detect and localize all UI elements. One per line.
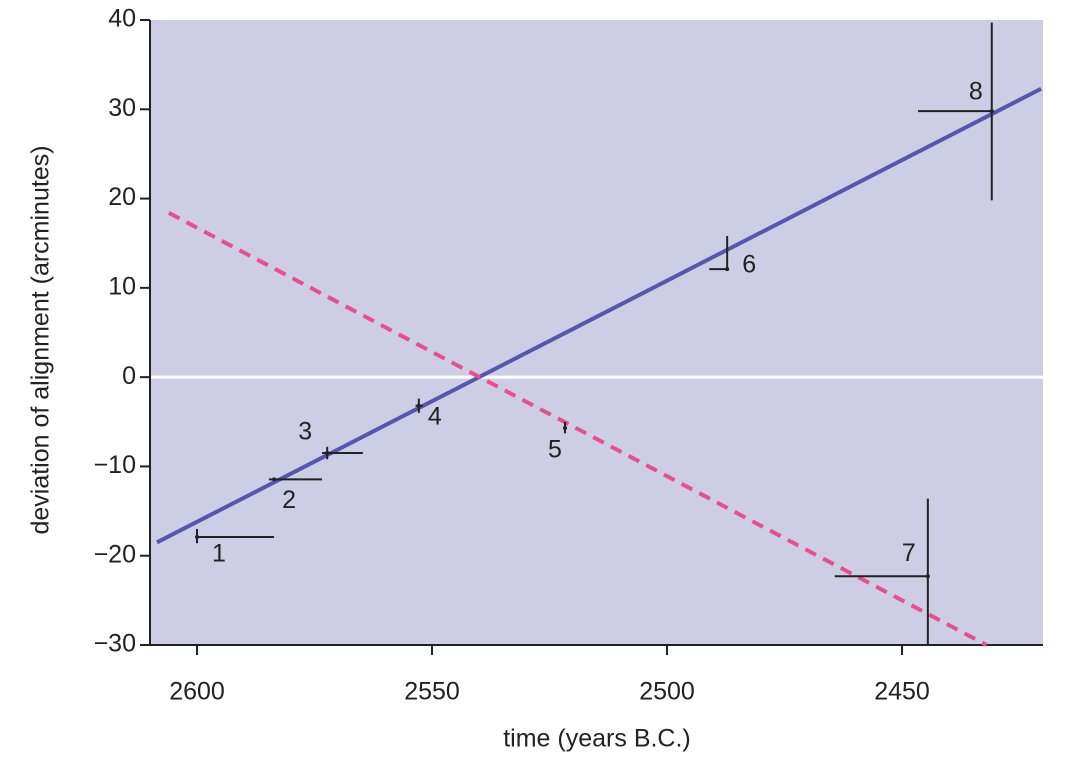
point-label: 4 bbox=[428, 402, 442, 430]
data-point bbox=[195, 534, 199, 539]
y-tick-label: 20 bbox=[108, 183, 136, 211]
x-axis-label: time (years B.C.) bbox=[503, 725, 691, 753]
data-point bbox=[725, 267, 730, 272]
x-tick-label: 2600 bbox=[169, 678, 225, 706]
point-label: 7 bbox=[902, 539, 916, 567]
data-point bbox=[925, 574, 930, 579]
data-point bbox=[416, 403, 421, 408]
data-point bbox=[272, 477, 277, 482]
point-label: 8 bbox=[969, 78, 983, 106]
dashed-line bbox=[167, 211, 988, 647]
data-point bbox=[989, 109, 994, 114]
y-tick-label: −30 bbox=[94, 630, 136, 658]
plot-background bbox=[150, 20, 1043, 645]
y-tick-label: 40 bbox=[108, 5, 136, 33]
y-tick-label: 0 bbox=[122, 362, 136, 390]
data-point bbox=[325, 451, 330, 456]
data-point bbox=[563, 426, 568, 431]
y-tick-label: −10 bbox=[94, 451, 136, 479]
point-label: 6 bbox=[742, 251, 756, 279]
y-tick-label: −20 bbox=[94, 540, 136, 568]
y-tick-label: 10 bbox=[108, 272, 136, 300]
point-label: 2 bbox=[282, 486, 296, 514]
point-label: 5 bbox=[548, 436, 562, 464]
point-label: 3 bbox=[298, 418, 312, 446]
x-tick-label: 2550 bbox=[404, 678, 460, 706]
y-tick-label: 30 bbox=[108, 94, 136, 122]
x-tick-label: 2450 bbox=[874, 678, 930, 706]
x-tick-label: 2500 bbox=[639, 678, 695, 706]
point-label: 1 bbox=[212, 540, 226, 568]
y-axis-label: deviation of alignment (arcminutes) bbox=[27, 145, 55, 534]
fit-line bbox=[156, 86, 1043, 545]
